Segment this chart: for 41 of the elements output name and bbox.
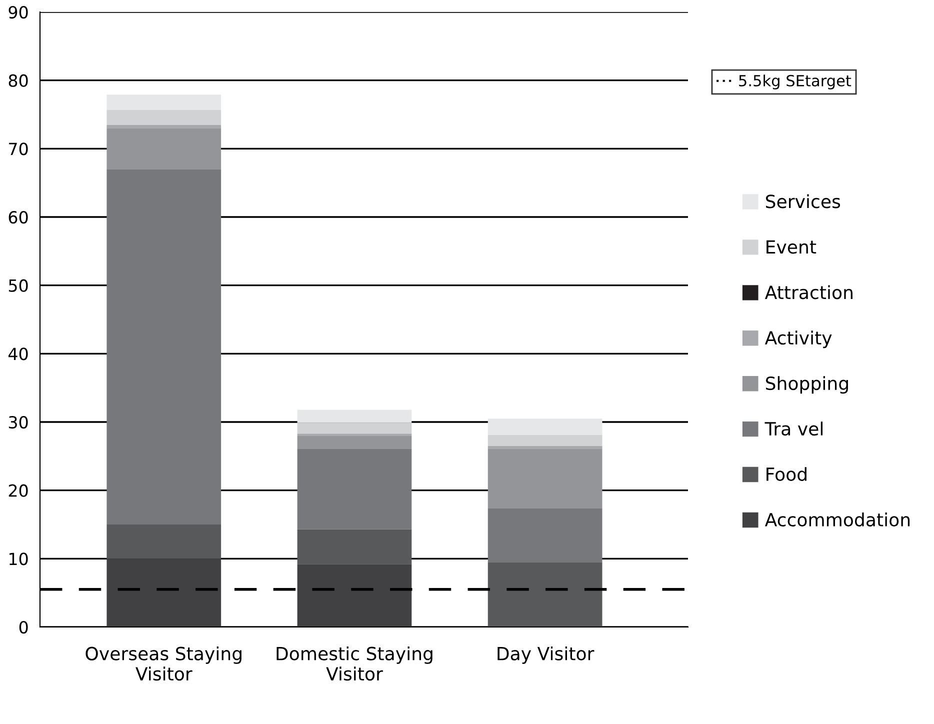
legend-label: Activity [764, 330, 832, 348]
bar [488, 446, 602, 449]
bar [106, 558, 222, 627]
legend-label: Shopping [766, 376, 848, 394]
y-tick-label: 10 [10, 552, 28, 566]
bar [106, 94, 222, 110]
y-tick-label: 20 [8, 484, 28, 497]
y-tick-label: 80 [8, 74, 28, 87]
y-tick-label: 0 [19, 620, 28, 634]
bar [488, 448, 602, 508]
bar [488, 508, 602, 562]
legend-label: Accommodation [764, 512, 910, 526]
bar [488, 562, 602, 627]
y-tick-label: 70 [9, 142, 28, 156]
bar [297, 529, 412, 564]
legend-label: Tra vel [764, 422, 823, 436]
legend-label: 5.5kg SEtarget [739, 74, 852, 90]
bar [106, 169, 222, 524]
y-tick-label: 40 [8, 348, 28, 360]
legend-label: Services [766, 194, 840, 208]
bar [488, 434, 602, 446]
bar [106, 128, 222, 170]
bar [106, 110, 222, 125]
y-tick-label: 50 [8, 279, 28, 292]
x-tick-label: Domestic Staying Visitor [276, 646, 432, 681]
bar [297, 422, 412, 434]
y-tick-label: 90 [8, 6, 28, 19]
x-tick-label: Overseas Staying Visitor [86, 646, 242, 681]
bar [297, 436, 412, 449]
bar [297, 448, 412, 530]
legend-label: Event [766, 240, 816, 254]
y-tick-label: 30 [8, 416, 28, 429]
bar [488, 418, 602, 435]
bar [106, 124, 222, 128]
bar [297, 564, 412, 627]
x-tick-label: Day Visitor [498, 646, 594, 664]
legend-label: Food [766, 467, 806, 482]
y-tick-label: 60 [8, 210, 28, 224]
bar [106, 524, 222, 559]
legend-label: Attraction [764, 285, 852, 300]
bar [297, 410, 412, 423]
